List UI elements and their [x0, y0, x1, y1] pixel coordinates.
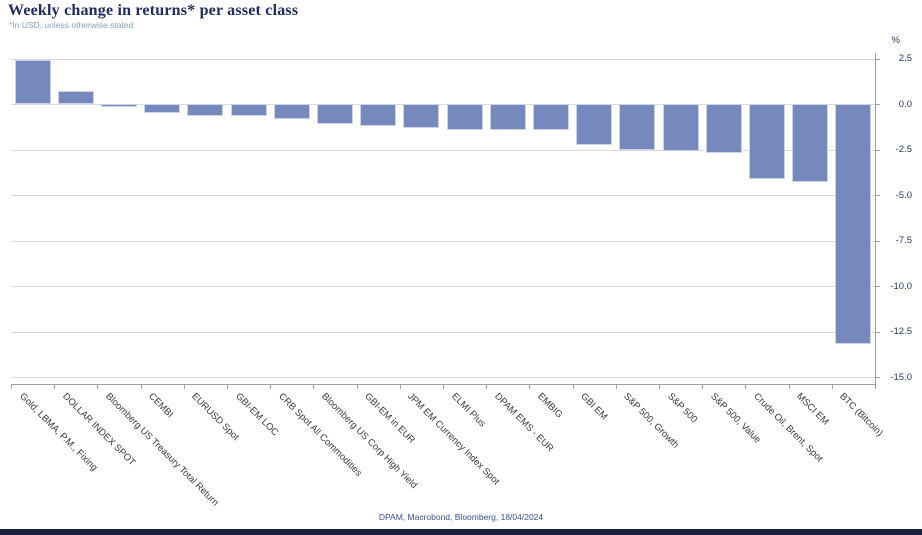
y-axis-tick	[875, 195, 880, 196]
x-axis-tick	[54, 385, 56, 389]
bar-2	[101, 104, 137, 107]
x-axis-tick	[659, 385, 660, 389]
category-label: GBI-EM LOC	[232, 391, 281, 439]
y-axis-unit-label: %	[891, 35, 900, 46]
category-label: CRB Spot All Commodities	[276, 391, 364, 479]
y-tick-label: -5.0	[895, 189, 912, 201]
bar-14	[619, 104, 656, 151]
bar-7	[317, 104, 353, 124]
category-label: DOLLAR INDEX SPOT	[60, 391, 138, 469]
gridline	[11, 149, 875, 151]
chart-subtitle: *In USD, unless otherwise stated	[9, 20, 134, 30]
gridline	[11, 331, 875, 333]
x-axis-tick	[270, 385, 272, 389]
bar-6	[273, 104, 310, 119]
y-axis-tick	[875, 286, 880, 287]
x-axis-tick	[11, 385, 12, 389]
x-axis-tick	[486, 385, 488, 389]
x-axis-line	[11, 384, 876, 385]
bar-5	[230, 104, 267, 116]
category-label: Gold, LBMA, P.M., Fixing	[16, 391, 100, 474]
y-tick-label: 0.0	[898, 98, 912, 110]
y-tick-label: -7.5	[895, 235, 912, 246]
gridline	[11, 240, 875, 242]
bar-15	[662, 104, 699, 152]
gridline	[11, 286, 875, 287]
bottom-accent-bar	[0, 529, 922, 535]
y-tick-label: 2.5	[898, 53, 912, 64]
x-axis-tick	[788, 385, 790, 389]
y-axis-tick	[875, 377, 880, 378]
x-axis-tick	[572, 385, 574, 389]
category-label: S&P 500	[664, 391, 699, 426]
bar-0	[14, 60, 51, 104]
x-axis-tick	[97, 385, 99, 389]
y-axis-tick	[875, 58, 880, 60]
gridline	[11, 58, 875, 60]
y-tick-label: -10.0	[890, 280, 912, 292]
category-label: JPM EM Currency Index Spot	[405, 391, 502, 488]
y-axis-tick	[875, 331, 880, 333]
category-label: CEMBI	[146, 391, 176, 421]
bar-8	[360, 104, 397, 126]
y-axis-tick	[875, 149, 880, 151]
x-axis-tick	[399, 385, 401, 389]
category-label: MSCI EM	[794, 391, 831, 428]
x-axis-tick	[183, 385, 185, 389]
bar-1	[57, 91, 94, 104]
bar-9	[403, 104, 440, 128]
source-attribution: DPAM, Macrobond, Bloomberg, 18/04/2024	[378, 512, 544, 522]
bar-17	[749, 104, 785, 179]
y-axis-tick	[875, 104, 880, 105]
category-label: ELMI Plus	[448, 391, 488, 430]
bar-13	[576, 104, 613, 145]
x-axis-tick	[702, 385, 704, 389]
x-axis-tick	[140, 385, 142, 389]
x-axis-tick	[529, 385, 531, 389]
bar-3	[144, 104, 181, 114]
page-title: Weekly change in returns* per asset clas…	[8, 2, 299, 19]
category-label: GBI EM	[578, 391, 610, 423]
gridline	[11, 104, 875, 105]
bar-10	[446, 104, 483, 130]
gridline	[11, 195, 875, 196]
gridline	[11, 377, 875, 378]
y-tick-label: -2.5	[895, 144, 912, 155]
x-axis-tick	[615, 385, 617, 389]
bar-18	[792, 104, 829, 183]
category-label: EMBIG	[535, 391, 565, 421]
x-axis-tick	[227, 385, 228, 389]
bar-12	[533, 104, 569, 130]
y-tick-label: -12.5	[890, 326, 912, 337]
x-axis-tick	[356, 385, 358, 389]
x-axis-tick	[745, 385, 747, 389]
bar-11	[489, 104, 526, 130]
bar-19	[835, 104, 872, 345]
x-axis-tick	[875, 385, 876, 389]
bar-chart: 2.5 0.0 -2.5 -5.0 -7.5 -10.0 -12.5 -15.0% Gold, …	[0, 35, 922, 508]
y-axis-tick	[875, 240, 880, 242]
bar-4	[187, 104, 224, 116]
category-label: BTC (Bitcoin)	[837, 391, 886, 439]
x-axis-tick	[313, 385, 315, 389]
x-axis-tick	[443, 385, 444, 389]
x-axis-tick	[831, 385, 833, 389]
y-axis-line	[875, 53, 876, 384]
bar-16	[705, 104, 742, 154]
y-tick-label: -15.0	[890, 371, 912, 383]
